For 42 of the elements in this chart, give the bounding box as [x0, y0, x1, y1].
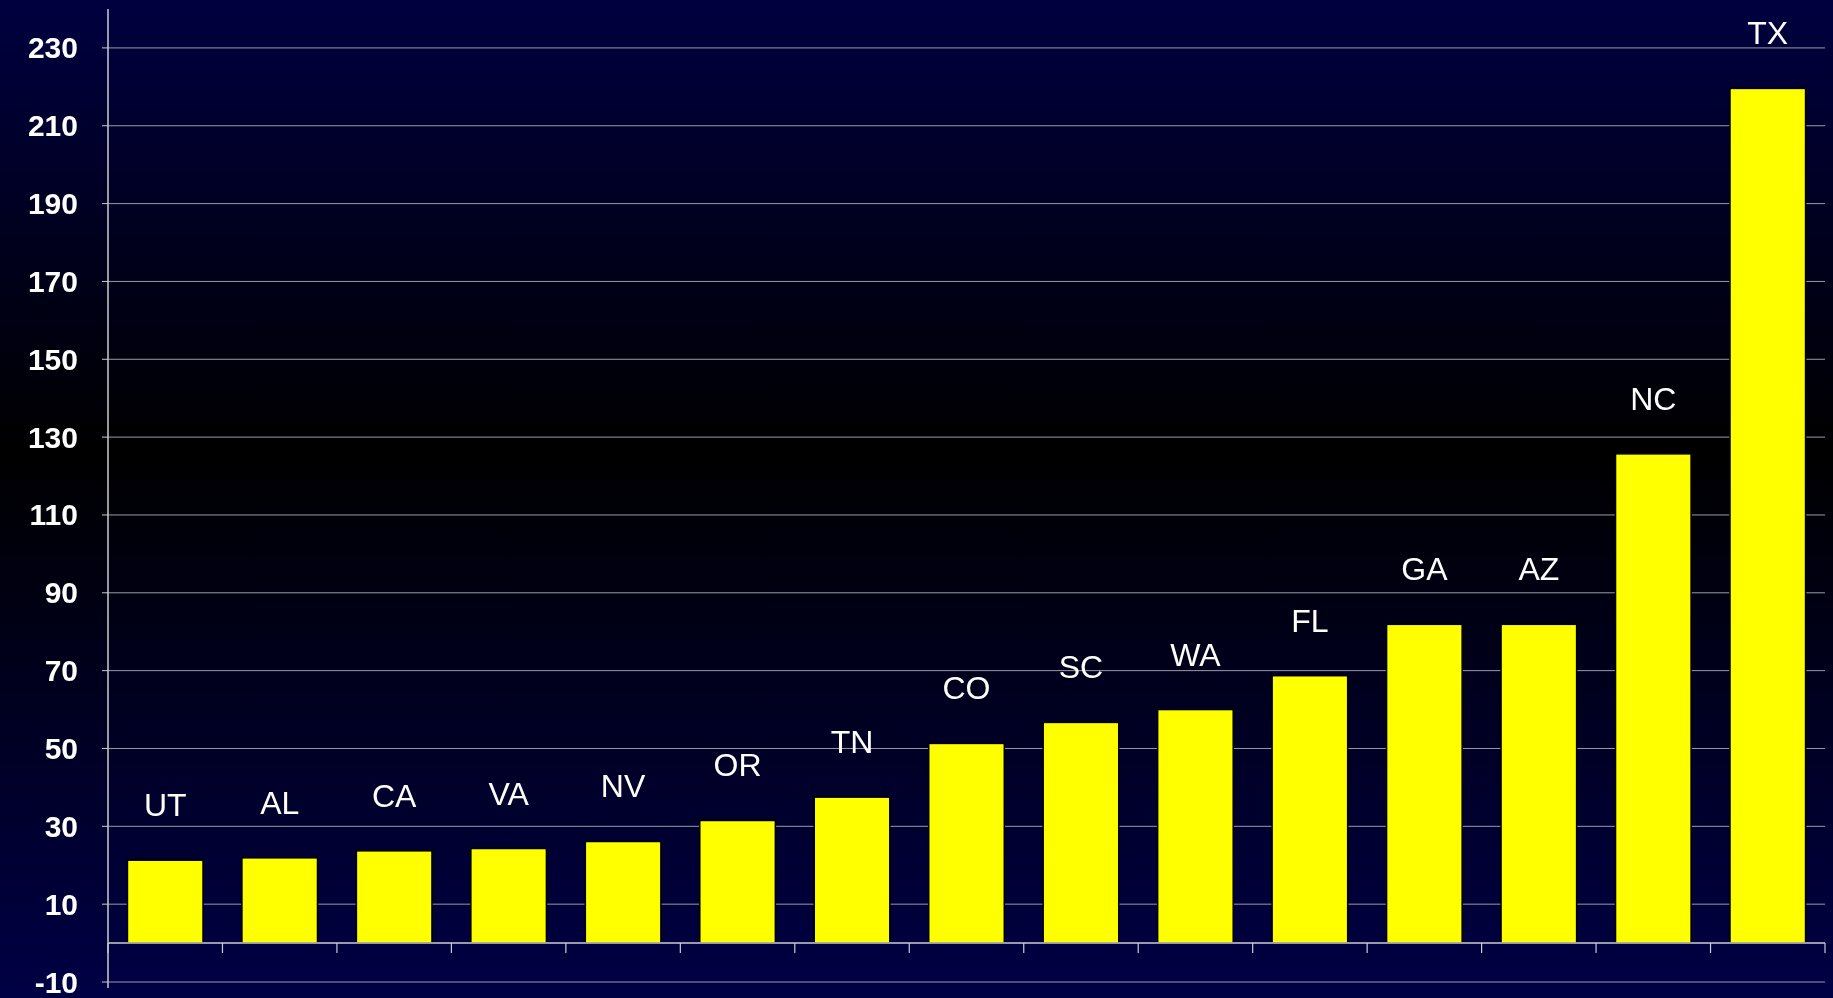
bar: [1042, 721, 1120, 944]
y-tick-label: 150: [27, 342, 78, 376]
bar: [699, 819, 777, 944]
bar: [584, 840, 662, 944]
y-tick-label: 130: [27, 420, 78, 454]
x-tick-label: FL: [1291, 602, 1329, 639]
x-tick-label: AZ: [1518, 551, 1560, 588]
bar: [813, 796, 891, 944]
y-tick-label: 210: [27, 109, 78, 143]
bar: [1156, 708, 1234, 944]
bar: [470, 847, 548, 944]
y-tick-label: 70: [44, 654, 78, 688]
y-tick-label: 30: [44, 809, 78, 843]
bar: [1385, 623, 1463, 944]
bar: [1729, 87, 1807, 944]
y-tick-label: -10: [34, 965, 78, 998]
x-tick-label: NV: [600, 768, 646, 805]
bar: [241, 857, 319, 944]
bar: [355, 850, 433, 944]
y-tick-label: 50: [44, 731, 78, 765]
bar: [126, 859, 204, 944]
bar: [1500, 623, 1578, 944]
x-tick-label: GA: [1401, 551, 1449, 588]
y-tick-label: 190: [27, 187, 78, 221]
x-tick-label: NC: [1630, 380, 1677, 417]
bar: [927, 742, 1006, 944]
x-tick-label: OR: [713, 747, 762, 784]
y-tick-label: 10: [44, 887, 78, 921]
y-tick-label: 170: [27, 264, 78, 298]
x-tick-label: CA: [371, 777, 418, 814]
x-tick-label: WA: [1170, 636, 1222, 673]
x-tick-label: UT: [143, 787, 187, 824]
x-tick-label: VA: [488, 775, 530, 812]
y-tick-label: 90: [44, 576, 78, 610]
y-tick-label: 110: [29, 498, 78, 532]
x-tick-label: AL: [260, 784, 300, 821]
bar: [1614, 453, 1692, 944]
x-tick-label: SC: [1058, 649, 1104, 686]
bar: [1271, 674, 1349, 944]
x-tick-label: TX: [1747, 15, 1789, 52]
x-tick-label: CO: [942, 670, 991, 707]
y-tick-label: 230: [27, 31, 78, 65]
